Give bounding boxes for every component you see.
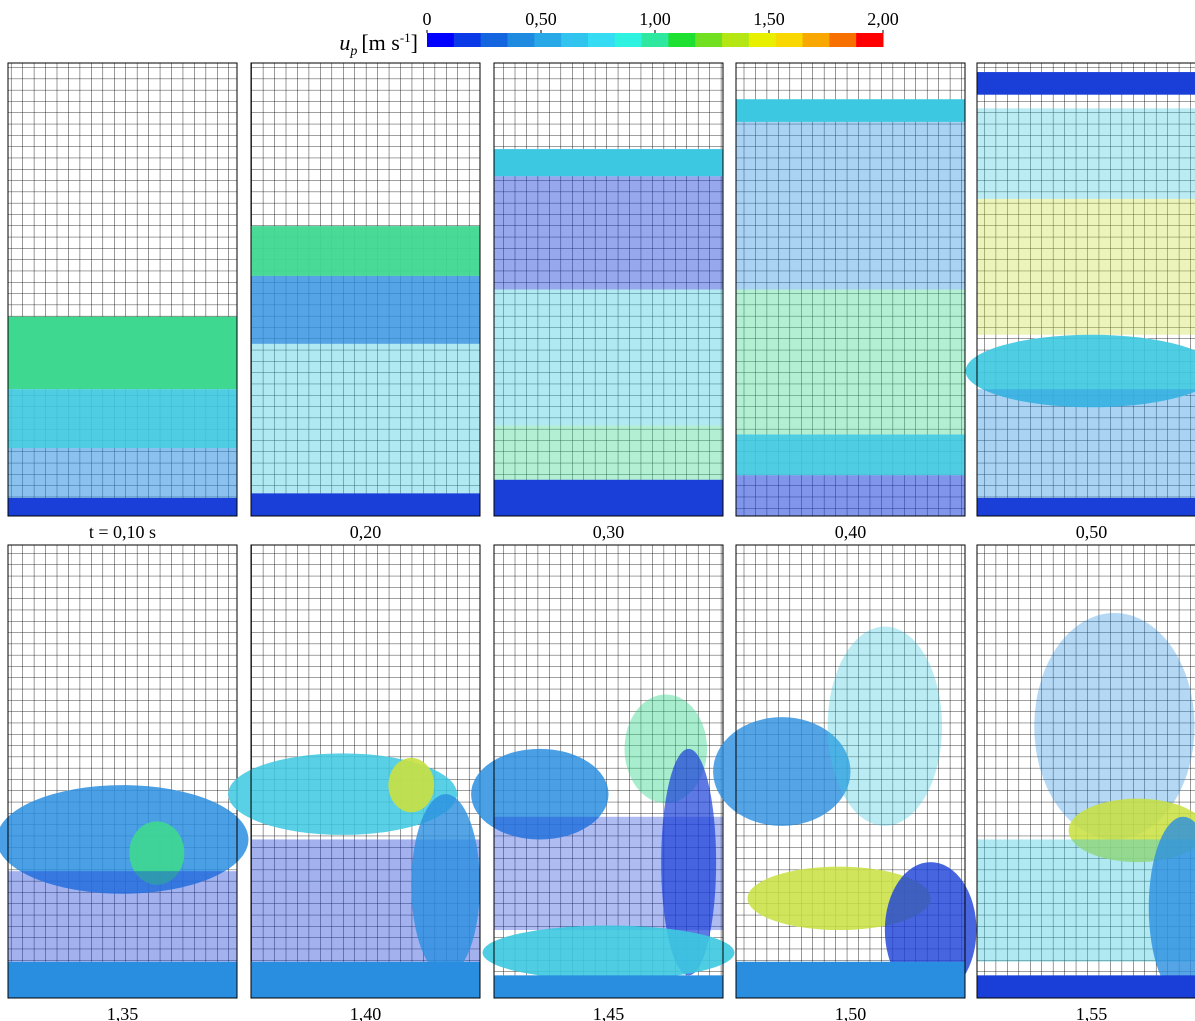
- panel-caption: 0,40: [835, 522, 867, 542]
- particle-bed: [494, 176, 723, 289]
- particle-bed: [977, 72, 1195, 95]
- panel-caption: 1,45: [593, 1004, 625, 1021]
- particle-bed: [977, 498, 1195, 516]
- colorbar-swatch: [427, 33, 454, 47]
- particle-bed: [8, 498, 237, 516]
- particle-bed: [494, 480, 723, 516]
- particle-bed: [736, 962, 965, 998]
- exponent: -1: [400, 30, 411, 45]
- particle-bed: [494, 425, 723, 479]
- particle-bed: [8, 871, 237, 962]
- particle-bed: [977, 199, 1195, 335]
- particle-bed: [251, 344, 480, 493]
- colorbar-swatch: [588, 33, 615, 47]
- snapshot: [8, 63, 237, 516]
- snapshot: [471, 545, 734, 998]
- colorbar-swatch: [722, 33, 749, 47]
- particle-bed: [411, 794, 480, 975]
- colorbar-swatch: [749, 33, 776, 47]
- particle-bed: [736, 122, 965, 290]
- particle-bed: [494, 149, 723, 176]
- panel-caption: 1,55: [1076, 1004, 1108, 1021]
- particle-bed: [977, 108, 1195, 199]
- snapshot: [736, 63, 965, 516]
- colorbar-swatch: [454, 33, 481, 47]
- panel-caption: t = 0,10 s: [89, 522, 156, 542]
- figure: up [m s-1] 0 0,50 1,00 1,50 2,00 t = 0,10 s 0,2…: [0, 0, 1195, 1021]
- colorbar-swatch: [481, 33, 508, 47]
- particle-bed: [8, 962, 237, 998]
- unit-close: ]: [411, 30, 418, 55]
- colorbar-swatch: [695, 33, 722, 47]
- particle-bed: [977, 389, 1195, 498]
- panel-caption: 1,35: [107, 1004, 139, 1021]
- particle-bed: [8, 448, 237, 498]
- particle-bed: [483, 926, 735, 980]
- particle-bed: [736, 290, 965, 435]
- colorbar-tick-label: 1,00: [639, 9, 671, 29]
- particle-bed: [251, 962, 480, 998]
- symbol: u: [339, 30, 350, 55]
- unit: [m s: [361, 30, 400, 55]
- snapshot: [713, 545, 976, 998]
- snapshot: [251, 63, 480, 516]
- snapshot: [228, 545, 480, 998]
- colorbar-swatch: [803, 33, 830, 47]
- particle-bed: [8, 389, 237, 448]
- subscript: p: [349, 44, 357, 59]
- panel-caption: 1,40: [350, 1004, 382, 1021]
- colorbar-swatch: [642, 33, 669, 47]
- colorbar-swatch: [668, 33, 695, 47]
- colorbar-swatch: [534, 33, 561, 47]
- colorbar-tick-label: 0,50: [525, 9, 557, 29]
- panel-caption: 0,50: [1076, 522, 1108, 542]
- snapshot: [966, 63, 1195, 516]
- colorbar-swatch: [856, 33, 883, 47]
- particle-bed: [494, 975, 723, 998]
- particle-bed: [977, 975, 1195, 998]
- panel-caption: 0,30: [593, 522, 625, 542]
- particle-bed: [828, 627, 943, 826]
- colorbar-tick-label: 1,50: [753, 9, 785, 29]
- colorbar-swatch: [615, 33, 642, 47]
- particle-bed: [388, 758, 434, 812]
- snapshot: [977, 545, 1195, 998]
- colorbar-tick-label: 2,00: [867, 9, 899, 29]
- colorbar-label: up [m s-1]: [339, 30, 418, 59]
- colorbar-swatch: [507, 33, 534, 47]
- particle-bed: [251, 226, 480, 276]
- colorbar-tick-label: 0: [423, 9, 432, 29]
- colorbar-swatch: [561, 33, 588, 47]
- particle-bed: [251, 493, 480, 516]
- particle-bed: [8, 317, 237, 389]
- colorbar-swatch: [776, 33, 803, 47]
- particle-bed: [736, 475, 965, 516]
- panel-caption: 0,20: [350, 522, 382, 542]
- colorbar-swatch: [829, 33, 856, 47]
- snapshot: [494, 63, 723, 516]
- particle-bed: [251, 276, 480, 344]
- panel-caption: 1,50: [835, 1004, 867, 1021]
- snapshot: [0, 545, 248, 998]
- particle-bed: [736, 99, 965, 122]
- particle-bed: [736, 434, 965, 475]
- particle-bed: [494, 290, 723, 426]
